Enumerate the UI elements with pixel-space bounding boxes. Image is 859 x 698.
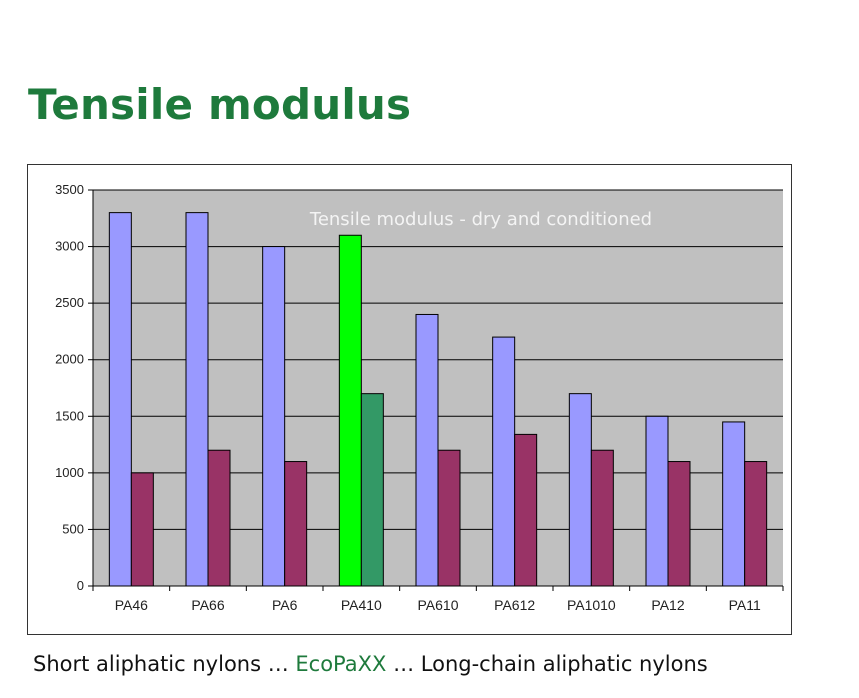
y-tick-label: 1500 <box>55 408 84 423</box>
bar-dry-pa66 <box>185 212 209 587</box>
chart-title: Tensile modulus - dry and conditioned <box>309 209 652 230</box>
caption-left: Short aliphatic nylons … <box>33 652 296 676</box>
x-tick-label: PA11 <box>729 597 761 613</box>
y-tick-label: 1000 <box>55 465 84 480</box>
bar-dry-pa12 <box>645 415 669 587</box>
bar-dry-pa11 <box>722 421 746 587</box>
bar-dry-pa46 <box>108 212 132 587</box>
y-tick-label: 2500 <box>55 295 84 310</box>
x-tick-label: PA1010 <box>567 597 616 613</box>
y-tick-label: 0 <box>77 578 84 593</box>
x-tick-label: PA6 <box>272 597 298 613</box>
bar-dry-pa6 <box>262 246 286 587</box>
x-tick-label: PA66 <box>191 597 224 613</box>
bar-dry-pa612 <box>492 336 516 587</box>
chart-frame: 0 500 1000 1500 2000 2500 3000 3500 Tensile modu… <box>27 164 792 635</box>
x-tick-label: PA12 <box>651 597 684 613</box>
x-tick-label: PA610 <box>418 597 459 613</box>
bar-dry-pa610 <box>415 313 439 587</box>
caption-right: … Long-chain aliphatic nylons <box>386 652 708 676</box>
x-tick-label: PA612 <box>494 597 535 613</box>
y-tick-label: 2000 <box>55 352 84 367</box>
bar-conditioned-pa12 <box>667 461 691 587</box>
bar-conditioned-pa11 <box>744 461 768 587</box>
x-tick-label: PA46 <box>115 597 148 613</box>
bar-chart: 0 500 1000 1500 2000 2500 3000 3500 Tensile modu… <box>55 182 784 613</box>
bar-conditioned-pa1010 <box>590 449 614 587</box>
y-tick-label: 500 <box>62 521 84 536</box>
caption-ecopaxx: EcoPaXX <box>295 652 387 676</box>
bar-conditioned-pa66 <box>207 449 231 587</box>
bar-conditioned-pa410 <box>360 393 384 587</box>
y-tick-label: 3000 <box>55 239 84 254</box>
bar-conditioned-pa612 <box>514 433 538 587</box>
bar-conditioned-pa46 <box>130 472 154 587</box>
bar-dry-pa410 <box>338 234 362 587</box>
bar-conditioned-pa6 <box>284 461 308 587</box>
y-tick-label: 3500 <box>55 182 84 197</box>
slide-caption: Short aliphatic nylons … EcoPaXX … Long-… <box>33 652 708 676</box>
x-tick-label: PA410 <box>341 597 382 613</box>
bar-dry-pa1010 <box>568 393 592 587</box>
slide-title: Tensile modulus <box>28 80 412 129</box>
bar-conditioned-pa610 <box>437 449 461 587</box>
